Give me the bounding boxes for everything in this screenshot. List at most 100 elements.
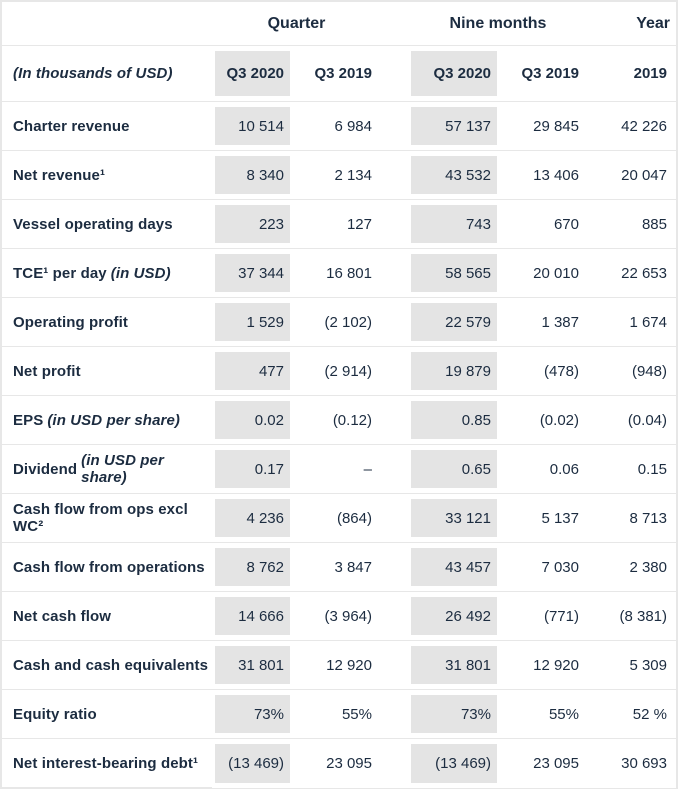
- row-label: Charter revenue: [2, 102, 212, 150]
- cell-value: 43 457: [408, 543, 500, 591]
- cell-value: (2 102): [293, 298, 381, 346]
- cell-value: 19 879: [408, 347, 500, 395]
- column-header-ninemonths-q3-2020: Q3 2020: [408, 46, 500, 101]
- table-row: Net revenue¹ 8 340 2 134 43 532 13 406 20 047: [2, 151, 676, 200]
- column-gap: [381, 249, 408, 297]
- row-label-text: Cash and cash equivalents: [13, 656, 209, 674]
- cell-value: 23 095: [500, 739, 588, 788]
- cell-value: 43 532: [408, 151, 500, 199]
- table-row: Charter revenue 10 514 6 984 57 137 29 845 42…: [2, 102, 676, 151]
- row-label: EPS (in USD per share): [2, 396, 212, 444]
- table-row: Net profit 477 (2 914) 19 879 (478) (948): [2, 347, 676, 396]
- cell-value: 12 920: [500, 641, 588, 689]
- row-label-text: Dividend: [13, 460, 78, 478]
- row-label-text: Operating profit: [13, 313, 128, 331]
- cell-value: (13 469): [212, 739, 293, 788]
- cell-value: 0.15: [588, 445, 676, 493]
- cell-value: 31 801: [408, 641, 500, 689]
- cell-value: 1 674: [588, 298, 676, 346]
- column-gap: [381, 102, 408, 150]
- cell-value: 73%: [212, 690, 293, 738]
- row-label: Cash flow from ops excl WC²: [2, 494, 212, 542]
- cell-value: 22 653: [588, 249, 676, 297]
- cell-value: 2 134: [293, 151, 381, 199]
- row-label-text: EPS: [13, 411, 44, 429]
- row-label: Cash and cash equivalents: [2, 641, 212, 689]
- cell-value: 5 137: [500, 494, 588, 542]
- column-gap: [381, 445, 408, 493]
- cell-value: 55%: [293, 690, 381, 738]
- row-label-text: Net cash flow: [13, 607, 111, 625]
- cell-value: 57 137: [408, 102, 500, 150]
- cell-value: (13 469): [408, 739, 500, 788]
- table-row: Cash flow from ops excl WC² 4 236 (864) 33 …: [2, 494, 676, 543]
- column-gap: [381, 592, 408, 640]
- cell-value: 31 801: [212, 641, 293, 689]
- row-label: Operating profit: [2, 298, 212, 346]
- row-label: Net interest-bearing debt¹: [2, 739, 212, 788]
- row-label-italic-text: (in USD per share): [47, 411, 180, 429]
- cell-value: 52 %: [588, 690, 676, 738]
- cell-value: 55%: [500, 690, 588, 738]
- table-row: TCE¹ per day (in USD) 37 344 16 801 58 565 20…: [2, 249, 676, 298]
- table-row: Operating profit 1 529 (2 102) 22 579 1 387 1…: [2, 298, 676, 347]
- row-label: Net cash flow: [2, 592, 212, 640]
- column-gap: [381, 200, 408, 248]
- table-group-header-row: Quarter Nine months Year: [2, 2, 676, 46]
- unit-label: (In thousands of USD): [13, 65, 173, 82]
- cell-value: (864): [293, 494, 381, 542]
- table-row: Net interest-bearing debt¹ (13 469) 23 095…: [2, 739, 676, 788]
- column-gap: [381, 347, 408, 395]
- table-row: Dividend (in USD per share) 0.17–0.65 0.06 0…: [2, 445, 676, 494]
- row-label: TCE¹ per day (in USD): [2, 249, 212, 297]
- row-label: Vessel operating days: [2, 200, 212, 248]
- column-gap: [381, 690, 408, 738]
- row-label-text: Vessel operating days: [13, 215, 173, 233]
- table-row: Cash and cash equivalents 31 801 12 920 31 …: [2, 641, 676, 690]
- cell-value: 8 340: [212, 151, 293, 199]
- row-label: Net profit: [2, 347, 212, 395]
- cell-value: 477: [212, 347, 293, 395]
- column-header-year-2019: 2019: [588, 46, 676, 101]
- cell-value: 127: [293, 200, 381, 248]
- cell-value: (0.02): [500, 396, 588, 444]
- cell-value: 30 693: [588, 739, 676, 788]
- row-label-text: Cash flow from ops excl WC²: [13, 501, 188, 535]
- table-row: EPS (in USD per share) 0.02 (0.12) 0.85 (0.02…: [2, 396, 676, 445]
- cell-value: 8 713: [588, 494, 676, 542]
- cell-value: 5 309: [588, 641, 676, 689]
- row-label-text: Net interest-bearing debt¹: [13, 755, 199, 772]
- column-gap: [381, 739, 408, 788]
- column-header-quarter-q3-2019: Q3 2019: [293, 46, 381, 101]
- cell-value: 0.02: [212, 396, 293, 444]
- row-label: Net revenue¹: [2, 151, 212, 199]
- column-gap: [381, 494, 408, 542]
- cell-value: 14 666: [212, 592, 293, 640]
- cell-value: (3 964): [293, 592, 381, 640]
- cell-value: 22 579: [408, 298, 500, 346]
- cell-value: (948): [588, 347, 676, 395]
- column-gap: [381, 543, 408, 591]
- row-label-text: Equity ratio: [13, 705, 97, 723]
- column-gap: [381, 151, 408, 199]
- cell-value: 0.06: [500, 445, 588, 493]
- group-header-nine-months: Nine months: [449, 14, 547, 32]
- column-header-quarter-q3-2020: Q3 2020: [212, 46, 293, 101]
- table-row: Vessel operating days 223 127 743 670 885: [2, 200, 676, 249]
- row-label-text: Charter revenue: [13, 117, 130, 135]
- cell-value: 33 121: [408, 494, 500, 542]
- row-label-italic-text: (in USD): [110, 264, 171, 282]
- table-column-header-row: (In thousands of USD) Q3 2020 Q3 2019 Q3…: [2, 46, 676, 102]
- table-row: Equity ratio 73% 55% 73% 55% 52 %: [2, 690, 676, 739]
- cell-value: 8 762: [212, 543, 293, 591]
- cell-value: (2 914): [293, 347, 381, 395]
- cell-value: 743: [408, 200, 500, 248]
- cell-value: –: [293, 445, 381, 493]
- cell-value: 58 565: [408, 249, 500, 297]
- cell-value: (0.04): [588, 396, 676, 444]
- column-gap: [381, 46, 408, 101]
- table-row: Cash flow from operations 8 762 3 847 43 45…: [2, 543, 676, 592]
- cell-value: 12 920: [293, 641, 381, 689]
- cell-value: 7 030: [500, 543, 588, 591]
- cell-value: 6 984: [293, 102, 381, 150]
